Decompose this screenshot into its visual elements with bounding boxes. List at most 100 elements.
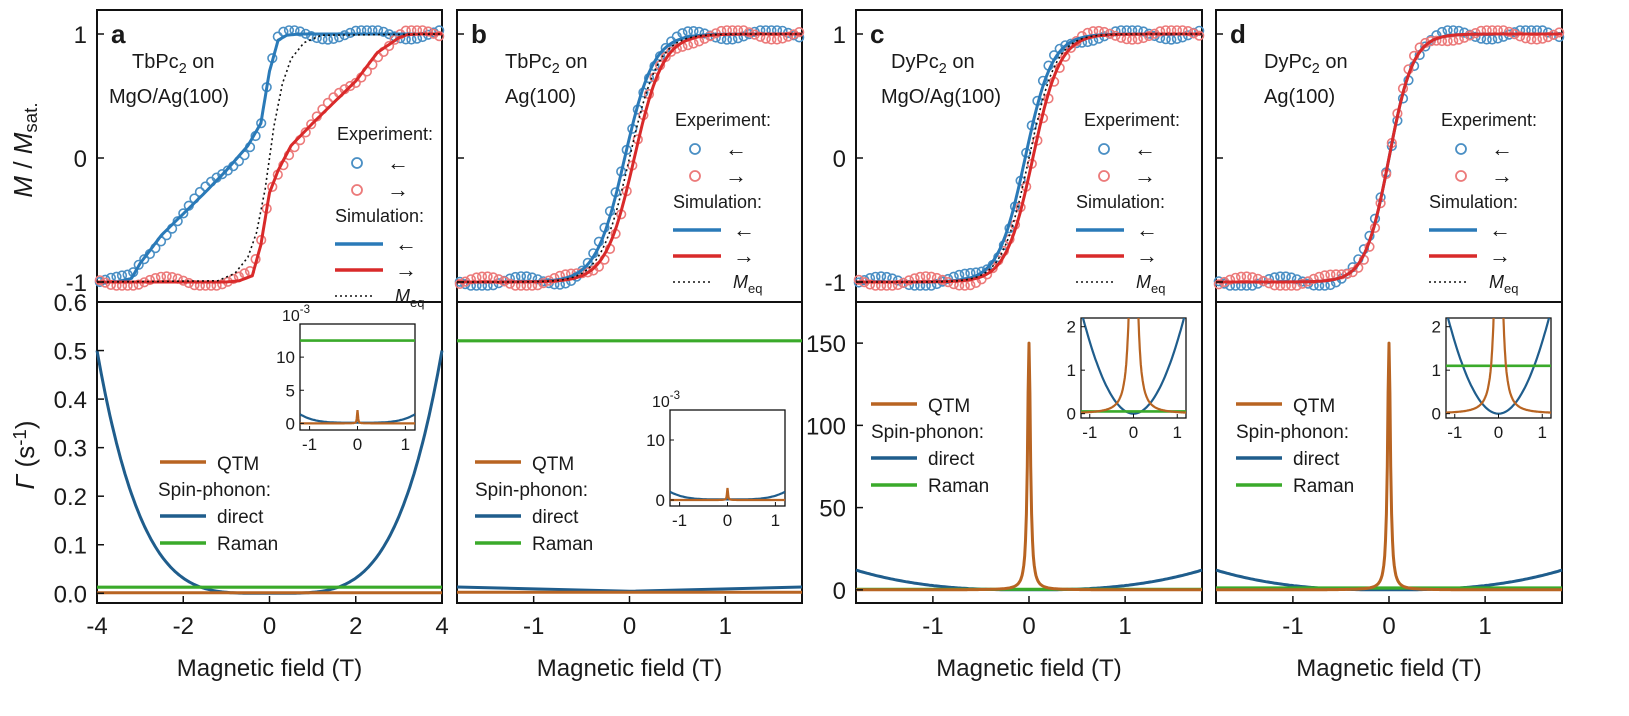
legend-meq-label: Meq	[395, 286, 424, 310]
inset-xtick-label: 1	[1173, 423, 1182, 442]
experiment-point	[465, 274, 477, 285]
top-ytick-label-a: 1	[74, 22, 87, 49]
panel-letter-b: b	[471, 19, 487, 49]
inset-ytick-label: 0	[286, 414, 295, 433]
legend-simulation-a: Simulation:	[335, 206, 424, 226]
bottom-ytick-label-c: 50	[819, 496, 846, 523]
bottom-ytick-label-c: 100	[806, 413, 846, 440]
xtick-label-a: 4	[435, 613, 448, 640]
legend-marker-right	[1455, 170, 1467, 182]
legend-experiment-d: Experiment:	[1441, 110, 1537, 130]
legend-sim-arrow-left: ←	[733, 217, 755, 242]
legend-marker-right	[1098, 170, 1110, 182]
panel-subtitle-d: Ag(100)	[1264, 86, 1335, 108]
inset-ytick-label: 10	[276, 348, 295, 367]
inset-plot-d	[1446, 318, 1551, 415]
legend-marker-right	[689, 170, 701, 182]
experiment-point	[965, 280, 976, 291]
experiment-point	[306, 30, 317, 42]
experiment-point	[1213, 279, 1224, 290]
experiment-point	[1503, 26, 1515, 37]
panel-title-d: DyPc2 on	[1264, 51, 1348, 77]
experiment-point	[345, 80, 356, 92]
legend-spin-phonon: Spin-phonon:	[475, 480, 588, 501]
panel-letter-a: a	[111, 19, 126, 49]
inset-ytick-label: 0	[1067, 405, 1076, 424]
legend-raman-label: Raman	[532, 534, 593, 555]
bottom-ytick-label-a: 0.5	[54, 339, 87, 366]
experiment-point	[434, 30, 445, 42]
panel-title-a: TbPc2 on	[132, 51, 215, 77]
xlabel-b: Magnetic field (T)	[537, 655, 722, 682]
experiment-point	[1470, 31, 1481, 43]
inset-qtm-a	[300, 409, 415, 425]
legend-raman-label: Raman	[1293, 476, 1354, 497]
experiment-point	[94, 275, 105, 286]
bottom-ytick-label-a: 0.0	[54, 581, 87, 608]
inset-xtick-label: 0	[353, 435, 362, 454]
experiment-point	[1194, 30, 1205, 41]
experiment-point	[423, 26, 434, 37]
experiment-point	[782, 31, 794, 42]
legend-marker-left	[1455, 143, 1467, 155]
inset-qtm-d	[1446, 318, 1551, 414]
legend-direct-label: direct	[532, 507, 579, 528]
experiment-point	[1143, 30, 1155, 42]
experiment-point	[688, 38, 699, 49]
legend-arrow-left: ←	[1134, 136, 1156, 161]
bottom-ylabel: Γ (s-1)	[9, 420, 40, 489]
legend-sim-arrow-left: ←	[1136, 217, 1158, 242]
inset-xtick-label: -1	[1082, 423, 1097, 442]
inset-xtick-label: 1	[401, 435, 410, 454]
inset-plot-c	[1081, 318, 1186, 415]
panel-subtitle-b: Ag(100)	[505, 86, 576, 108]
inset-ytick-label: 0	[656, 491, 665, 510]
inset-direct-c	[1081, 318, 1186, 415]
xtick-label-b: -1	[523, 613, 544, 640]
inset-ytick-label: 5	[286, 381, 295, 400]
experiment-point	[306, 119, 317, 130]
legend-meq-label: Meq	[1489, 272, 1518, 296]
experiment-point	[1453, 34, 1464, 45]
experiment-point	[178, 208, 189, 219]
legend-simulation-d: Simulation:	[1429, 192, 1518, 212]
top-ytick-label-a: 0	[74, 146, 87, 173]
experiment-point	[144, 274, 155, 286]
inset-ytick-label: 2	[1067, 318, 1076, 337]
legend-experiment-a: Experiment:	[337, 124, 433, 144]
xlabel-d: Magnetic field (T)	[1296, 655, 1481, 682]
experiment-point	[228, 273, 239, 285]
xtick-label-c: 0	[1022, 613, 1035, 640]
inset-ytick-label: 1	[1432, 361, 1441, 380]
inset-plot-a	[300, 339, 415, 425]
experiment-point	[666, 46, 677, 57]
legend-sim-arrow-left: ←	[1489, 217, 1511, 242]
qtm-curve-d	[1215, 341, 1563, 592]
legend-arrow-left: ←	[387, 150, 409, 175]
experiment-point	[454, 278, 465, 290]
direct-curve-c	[855, 568, 1203, 592]
bottom-ytick-label-a: 0.6	[54, 290, 87, 317]
inset-xtick-label: 0	[723, 511, 732, 530]
direct-curve-b	[456, 585, 803, 593]
bottom-ytick-label-a: 0.1	[54, 533, 87, 560]
top-ytick-label-c: -1	[825, 270, 846, 297]
experiment-point	[1537, 33, 1548, 44]
meq-curve-a	[97, 33, 442, 283]
legend-marker-right	[351, 184, 363, 196]
inset-xtick-label: -1	[302, 435, 317, 454]
legend-sim-arrow-right: →	[1489, 243, 1511, 268]
panel-title-b: TbPc2 on	[505, 51, 588, 77]
top-ytick-label-c: 0	[833, 146, 846, 173]
meq-curve-c	[856, 33, 1202, 283]
panel-letter-d: d	[1230, 19, 1246, 49]
top-ylabel: M / Msat.	[8, 102, 41, 197]
simulation-curve-d-right	[1216, 32, 1562, 284]
xlabel-a: Magnetic field (T)	[177, 655, 362, 682]
legend-simulation-b: Simulation:	[673, 192, 762, 212]
legend-raman-label: Raman	[928, 476, 989, 497]
inset-xtick-label: 1	[1538, 423, 1547, 442]
experiment-point	[172, 216, 183, 227]
inset-qtm-b	[670, 487, 785, 502]
